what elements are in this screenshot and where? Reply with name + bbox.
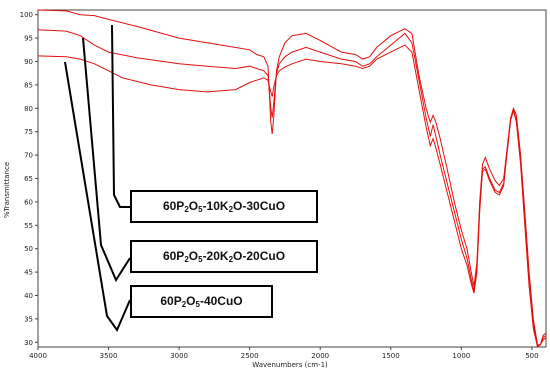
y-tick-label: 60 [24,198,33,206]
y-tick-label: 95 [24,35,33,43]
y-tick-label: 30 [24,339,33,347]
y-tick-label: 70 [24,152,33,160]
legend-leader-lines [64,24,131,333]
x-tick-label: 1000 [452,352,470,360]
y-tick-label: 50 [24,245,33,253]
legend-text-3: 60P2O5-40CuO [160,294,243,309]
leader-line-3 [64,61,131,333]
legend-text-2: 60P2O5-20K2O-20CuO [162,249,286,264]
y-tick-label: 65 [24,175,33,183]
x-tick-label: 3500 [100,352,118,360]
y-tick-label: 90 [24,58,33,66]
x-tick-label: 4000 [29,352,47,360]
legend-label-40cuo: 60P2O5-40CuO [130,285,273,318]
y-axis-label: %Transmittance [3,162,11,218]
x-tick-label: 2500 [241,352,259,360]
y-tick-label: 100 [20,11,33,19]
y-tick-label: 35 [24,315,33,323]
legend-label-10k2o: 60P2O5-10K2O-30CuO [130,190,318,223]
x-tick-label: 500 [525,352,538,360]
y-tick-label: 45 [24,269,33,277]
x-tick-label: 1500 [382,352,400,360]
leader-line-1 [111,24,130,208]
series-line-3 [37,44,547,348]
y-tick-label: 75 [24,128,33,136]
y-axis-ticks: 30 35 40 45 50 55 60 65 70 75 80 85 90 95 100 [20,11,38,347]
x-axis-ticks: 4000 3500 3000 2500 2000 1500 1000 500 [29,347,539,360]
series-layer [37,9,547,348]
leader-line-2 [82,37,131,283]
y-tick-label: 40 [24,292,33,300]
x-tick-label: 2000 [311,352,329,360]
x-tick-label: 3000 [170,352,188,360]
y-tick-label: 85 [24,81,33,89]
legend-label-20k2o: 60P2O5-20K2O-20CuO [130,240,318,273]
y-tick-label: 55 [24,222,33,230]
y-tick-label: 80 [24,105,33,113]
legend-text-1: 60P2O5-10K2O-30CuO [162,199,286,214]
x-axis-label: Wavenumbers (cm-1) [252,361,328,369]
